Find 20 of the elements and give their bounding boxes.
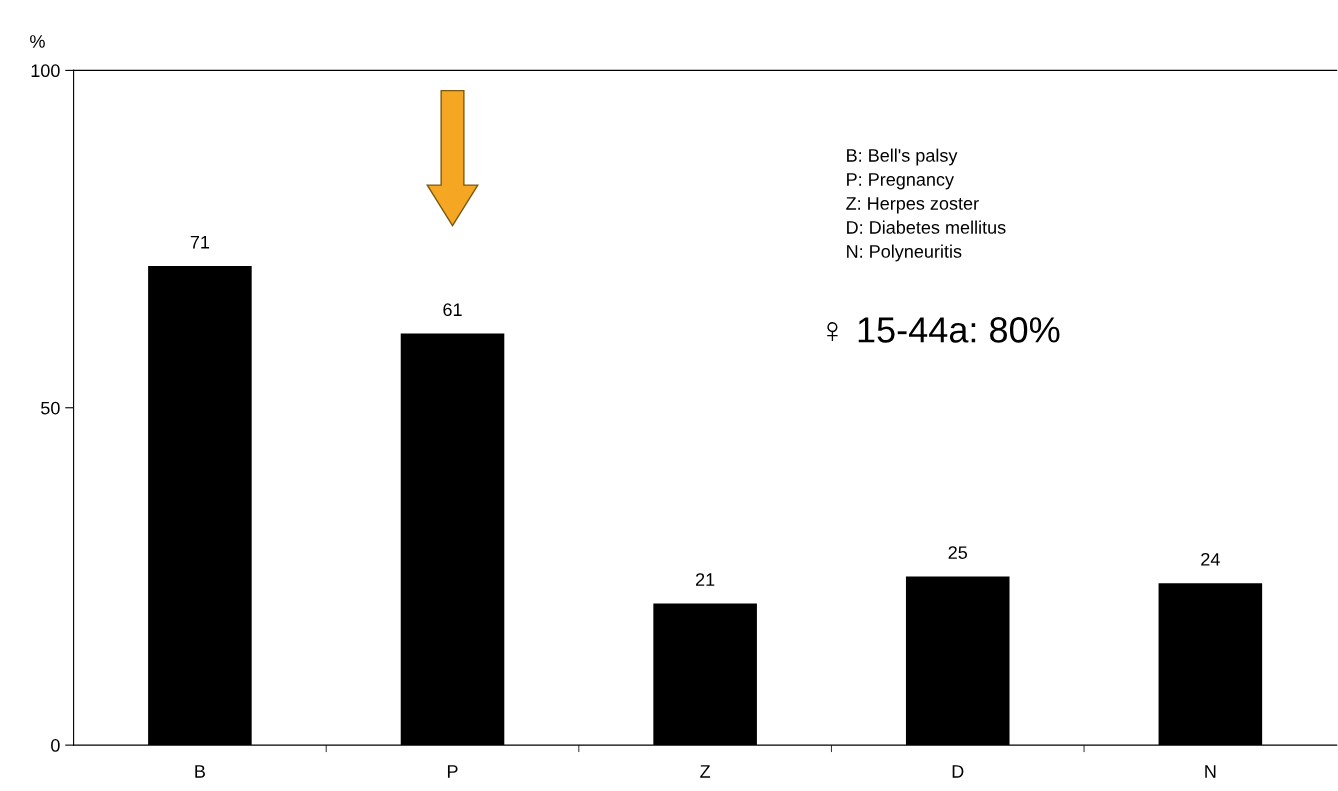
data-label: 25 bbox=[948, 546, 968, 559]
x-tick-label: B bbox=[195, 765, 205, 778]
annotation: D: Diabetes mellitus bbox=[847, 220, 1006, 234]
x-tick-label: N bbox=[1205, 765, 1216, 778]
x-tick-label: P bbox=[447, 765, 458, 778]
data-label: 21 bbox=[695, 573, 715, 586]
annotation: N: Polyneuritis bbox=[847, 244, 962, 262]
data-label: 61 bbox=[443, 303, 462, 317]
x-tick-label: D bbox=[952, 765, 964, 778]
annotation: ♀ 15-44a: 80% bbox=[827, 317, 1060, 343]
annotation: Z: Herpes zoster bbox=[846, 197, 979, 214]
annotation: B: Bell's palsy bbox=[847, 148, 958, 166]
annotation: P: Pregnancy bbox=[847, 173, 954, 190]
y-tick-label: 50 bbox=[41, 401, 60, 415]
data-label: 71 bbox=[190, 236, 210, 249]
y-tick-label: 100 bbox=[31, 64, 60, 78]
data-label: 24 bbox=[1201, 552, 1220, 566]
y-tick-label: 0 bbox=[51, 739, 60, 752]
x-tick-label: Z bbox=[700, 765, 711, 778]
y-axis-title: % bbox=[30, 35, 45, 48]
